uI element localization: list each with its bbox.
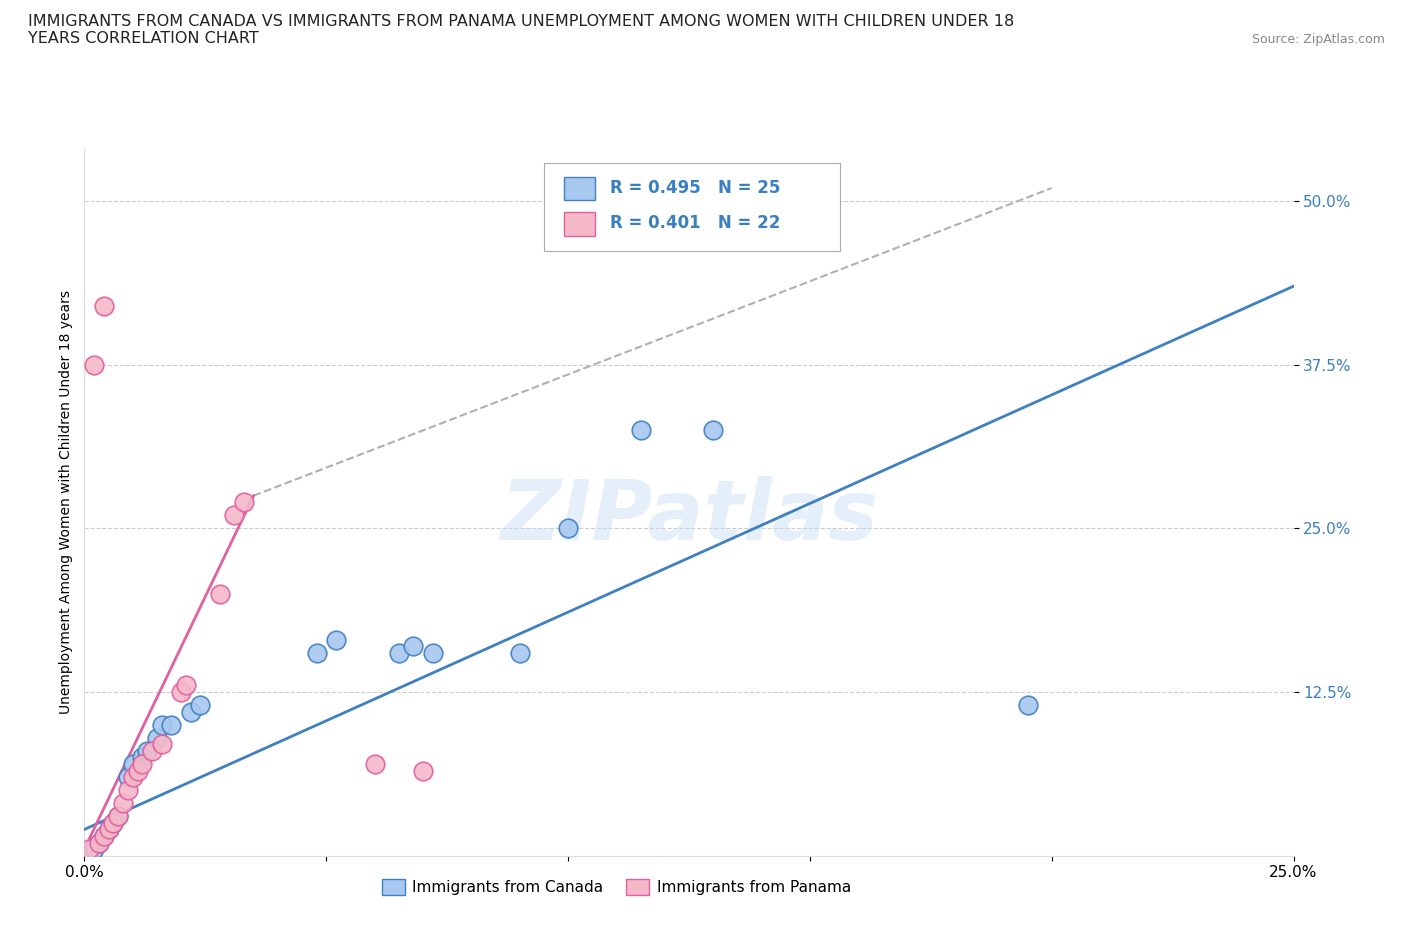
- FancyBboxPatch shape: [544, 163, 841, 251]
- Point: [131, 756, 153, 771]
- Point: [412, 764, 434, 778]
- Point: [83, 357, 105, 372]
- Point: [305, 645, 328, 660]
- Point: [170, 684, 193, 699]
- Bar: [564, 212, 595, 235]
- Point: [180, 704, 202, 719]
- Point: [103, 816, 125, 830]
- Point: [131, 750, 153, 764]
- Point: [93, 829, 115, 844]
- Point: [150, 717, 173, 732]
- Point: [121, 756, 143, 771]
- Point: [630, 423, 652, 438]
- Point: [363, 756, 385, 771]
- Text: R = 0.401   N = 22: R = 0.401 N = 22: [610, 214, 780, 232]
- Point: [160, 717, 183, 732]
- Point: [146, 730, 169, 745]
- Point: [422, 645, 444, 660]
- Point: [190, 698, 212, 712]
- Point: [702, 423, 724, 438]
- Bar: [564, 177, 595, 200]
- Point: [93, 829, 115, 844]
- Point: [97, 822, 120, 837]
- Point: [103, 816, 125, 830]
- Point: [107, 809, 129, 824]
- Point: [557, 521, 579, 536]
- Text: R = 0.495   N = 25: R = 0.495 N = 25: [610, 179, 780, 196]
- Point: [224, 508, 246, 523]
- Point: [233, 495, 256, 510]
- Y-axis label: Unemployment Among Women with Children Under 18 years: Unemployment Among Women with Children U…: [59, 290, 73, 714]
- Point: [388, 645, 411, 660]
- Point: [141, 743, 163, 758]
- Point: [83, 842, 105, 857]
- Point: [325, 632, 347, 647]
- Point: [150, 737, 173, 751]
- Point: [1017, 698, 1039, 712]
- Point: [77, 842, 100, 857]
- Point: [136, 743, 159, 758]
- Point: [117, 783, 139, 798]
- Point: [402, 639, 425, 654]
- Point: [97, 822, 120, 837]
- Text: Source: ZipAtlas.com: Source: ZipAtlas.com: [1251, 33, 1385, 46]
- Point: [127, 764, 149, 778]
- Point: [121, 770, 143, 785]
- Point: [87, 835, 110, 850]
- Text: ZIPatlas: ZIPatlas: [501, 476, 877, 557]
- Text: IMMIGRANTS FROM CANADA VS IMMIGRANTS FROM PANAMA UNEMPLOYMENT AMONG WOMEN WITH C: IMMIGRANTS FROM CANADA VS IMMIGRANTS FRO…: [28, 14, 1014, 46]
- Point: [93, 299, 115, 313]
- Point: [87, 835, 110, 850]
- Legend: Immigrants from Canada, Immigrants from Panama: Immigrants from Canada, Immigrants from …: [375, 872, 858, 901]
- Point: [509, 645, 531, 660]
- Point: [112, 796, 135, 811]
- Point: [107, 809, 129, 824]
- Point: [117, 770, 139, 785]
- Point: [174, 678, 197, 693]
- Point: [208, 587, 231, 602]
